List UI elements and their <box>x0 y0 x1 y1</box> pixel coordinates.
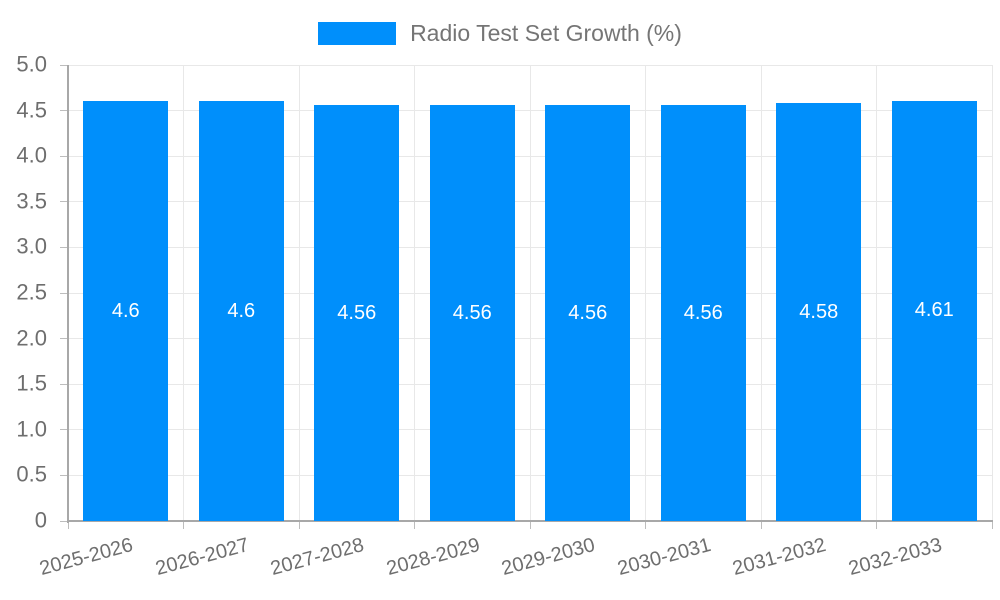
gridline <box>529 65 531 521</box>
bar-value-label: 4.56 <box>568 301 608 324</box>
gridline <box>414 65 415 521</box>
bar-value-label: 4.56 <box>452 301 492 324</box>
y-tick-label: 3.5 <box>16 188 47 214</box>
x-axis-tick <box>991 521 993 529</box>
bar-value-label: 4.6 <box>111 299 140 322</box>
x-tick-label: 2030-2031 <box>614 534 713 581</box>
y-axis-tick <box>60 110 68 112</box>
y-axis-tick <box>60 155 68 157</box>
y-axis-tick <box>60 520 68 522</box>
bar-value-label: 4.6 <box>227 299 256 322</box>
bar-2028-2029: 4.56 <box>429 105 515 521</box>
x-axis-tick <box>529 521 531 529</box>
legend-swatch-icon <box>318 22 397 45</box>
x-axis-line <box>67 520 993 522</box>
x-axis-tick <box>183 521 184 529</box>
x-axis-tick <box>876 521 877 529</box>
bar-2032-2033: 4.61 <box>891 100 977 521</box>
x-axis-tick <box>298 521 300 529</box>
y-axis-tick <box>60 429 68 431</box>
gridline <box>298 65 300 521</box>
bar-value-label: 4.58 <box>799 300 839 323</box>
x-axis-tick <box>760 521 762 529</box>
x-tick-label: 2026-2027 <box>152 534 251 581</box>
x-tick-label: 2025-2026 <box>37 534 136 581</box>
y-tick-label: 0.5 <box>16 461 47 487</box>
y-tick-label: 0 <box>34 507 47 533</box>
x-tick-label: 2029-2030 <box>499 534 598 581</box>
y-axis-tick <box>60 383 68 385</box>
y-tick-label: 2.0 <box>16 325 47 351</box>
bar-value-label: 4.56 <box>337 301 377 324</box>
gridline <box>991 65 993 521</box>
bar-2029-2030: 4.56 <box>545 105 631 521</box>
y-tick-label: 1.5 <box>16 370 47 396</box>
y-axis-tick <box>60 474 68 476</box>
bar-value-label: 4.56 <box>683 301 723 324</box>
x-tick-label: 2031-2032 <box>730 534 829 581</box>
legend-label: Radio Test Set Growth (%) <box>410 20 682 46</box>
y-axis-line <box>67 65 69 523</box>
x-tick-label: 2027-2028 <box>268 534 367 581</box>
y-axis-tick <box>60 338 68 340</box>
bar-2025-2026: 4.6 <box>83 101 169 521</box>
bar-2026-2027: 4.6 <box>198 101 284 521</box>
y-axis-tick <box>60 292 68 294</box>
gridline <box>760 65 762 521</box>
y-axis-tick <box>60 64 68 66</box>
bar-value-label: 4.61 <box>914 299 954 322</box>
y-tick-label: 3.0 <box>16 233 47 259</box>
x-tick-label: 2032-2033 <box>845 534 944 581</box>
y-tick-label: 4.0 <box>16 142 47 168</box>
x-axis-tick <box>414 521 415 529</box>
bar-2027-2028: 4.56 <box>314 105 400 521</box>
gridline <box>183 65 184 521</box>
y-tick-label: 2.5 <box>16 279 47 305</box>
y-tick-label: 1.0 <box>16 416 47 442</box>
chart-legend[interactable]: Radio Test Set Growth (%) <box>0 20 1000 47</box>
y-tick-label: 4.5 <box>16 97 47 123</box>
bar-2030-2031: 4.56 <box>660 105 746 521</box>
gridline <box>645 65 646 521</box>
y-tick-label: 5.0 <box>16 51 47 77</box>
x-axis-tick <box>67 521 69 529</box>
gridline <box>876 65 877 521</box>
y-axis-tick <box>60 246 68 248</box>
bar-2031-2032: 4.58 <box>776 103 862 521</box>
x-axis-tick <box>645 521 646 529</box>
y-axis-tick <box>60 201 68 203</box>
x-tick-label: 2028-2029 <box>383 534 482 581</box>
